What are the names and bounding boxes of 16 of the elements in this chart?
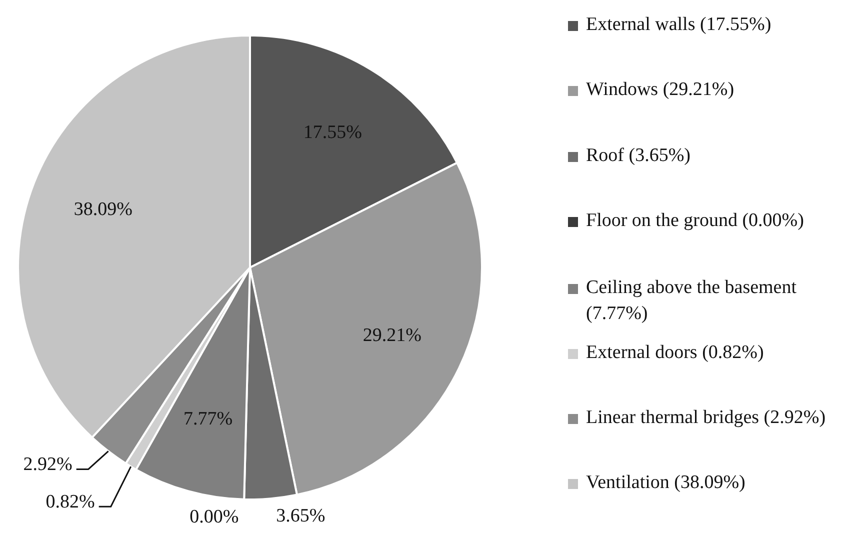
legend-label: Ventilation (38.09%)	[586, 472, 746, 493]
legend-label: Linear thermal bridges (2.92%)	[586, 407, 826, 428]
legend-label: Windows (29.21%)	[586, 79, 734, 100]
data-label: 3.65%	[276, 506, 326, 527]
text: 0.00%	[190, 506, 239, 528]
data-label: 38.09%	[74, 198, 133, 220]
legend-label: External walls (17.55%)	[586, 14, 772, 35]
data-label: 29.21%	[362, 325, 422, 346]
data-label: 0.82%	[46, 492, 96, 513]
legend-label: Roof (3.65%)	[586, 145, 690, 166]
legend-label: Ceiling above the basement (7.77%)	[586, 277, 797, 324]
legend-label: Floor on the ground (0.00%)	[586, 210, 804, 231]
legend-label: External doors (0.82%)	[586, 342, 764, 363]
data-label: 2.92%	[23, 454, 73, 476]
data-label: 7.77%	[183, 408, 233, 430]
data-label: 17.55%	[303, 122, 362, 144]
